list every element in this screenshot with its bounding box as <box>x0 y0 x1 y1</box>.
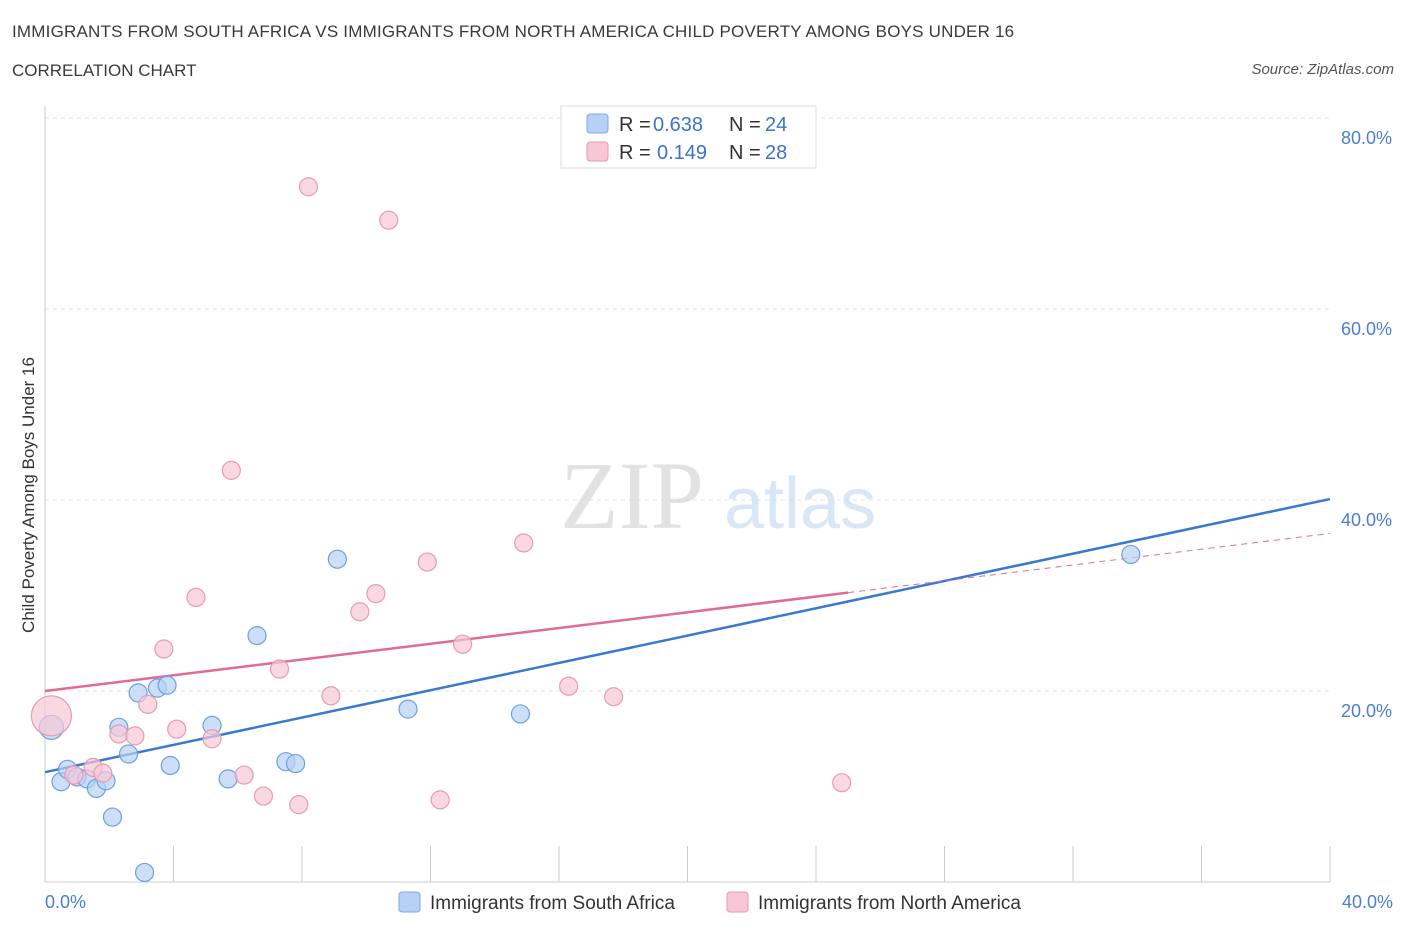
legend-r-label-1: R = <box>619 114 651 136</box>
trend-line-north-america-extension <box>848 532 1331 594</box>
point-south-africa-17 <box>247 626 267 646</box>
point-north-america-16 <box>298 177 319 197</box>
series-legend-label-blue: Immigrants from South Africa <box>430 893 675 914</box>
point-south-africa-23 <box>1121 544 1141 565</box>
legend-r-value-2: 0.149 <box>657 142 707 164</box>
trend-lines <box>44 497 1331 774</box>
point-south-africa-22 <box>510 704 531 724</box>
point-north-america-13 <box>253 786 274 806</box>
point-south-africa-7 <box>102 807 123 827</box>
point-north-america-7 <box>154 639 174 659</box>
point-north-america-11 <box>221 460 241 480</box>
trend-line-north-america <box>44 591 849 693</box>
point-south-africa-9 <box>118 744 139 764</box>
point-south-africa-16 <box>218 769 238 789</box>
point-north-america-0 <box>30 695 73 737</box>
data-points <box>30 177 1141 883</box>
gridlines <box>45 117 1330 692</box>
point-north-america-9 <box>186 587 206 608</box>
point-north-america-27 <box>832 773 852 793</box>
legend-n-value-2: 28 <box>765 142 787 164</box>
y-tick-label-20: 20.0% <box>1341 701 1392 721</box>
point-north-america-1 <box>64 765 84 785</box>
stats-legend: R = 0.638 N = 24 R = 0.149 N = 28 <box>560 105 817 169</box>
point-north-america-15 <box>289 795 309 815</box>
point-north-america-12 <box>234 765 254 785</box>
y-tick-label-80: 80.0% <box>1341 128 1392 148</box>
legend-n-value-1: 24 <box>765 114 787 136</box>
y-axis-label: Child Poverty Among Boys Under 16 <box>19 357 38 633</box>
series-legend-swatch-pink <box>726 891 749 913</box>
watermark-atlas: atlas <box>724 464 876 544</box>
watermark: ZIP atlas <box>560 442 876 549</box>
point-north-america-26 <box>604 687 624 707</box>
point-north-america-6 <box>138 694 158 714</box>
point-south-africa-20 <box>327 549 347 569</box>
point-south-africa-21 <box>398 699 418 719</box>
point-north-america-4 <box>109 724 129 744</box>
series-legend-label-pink: Immigrants from North America <box>758 893 1021 914</box>
legend-swatch-blue <box>586 113 609 134</box>
point-north-america-17 <box>321 686 341 706</box>
y-tick-label-60: 60.0% <box>1341 319 1392 339</box>
legend-swatch-pink <box>586 141 609 162</box>
point-north-america-5 <box>125 726 145 746</box>
point-north-america-23 <box>453 634 473 654</box>
point-north-america-24 <box>514 533 534 553</box>
legend-n-label-2: N = <box>729 142 761 164</box>
tick-labels: 20.0% 40.0% 60.0% 80.0% 0.0% 40.0% <box>45 128 1393 912</box>
legend-r-value-1: 0.638 <box>653 114 703 136</box>
point-north-america-18 <box>350 602 370 622</box>
point-south-africa-14 <box>160 755 180 776</box>
point-north-america-21 <box>417 552 437 572</box>
point-north-america-20 <box>379 210 399 230</box>
y-tick-label-40: 40.0% <box>1341 510 1392 530</box>
point-north-america-10 <box>202 729 222 749</box>
point-north-america-14 <box>269 659 290 679</box>
point-north-america-8 <box>167 719 187 739</box>
chart-title: IMMIGRANTS FROM SOUTH AFRICA VS IMMIGRAN… <box>12 22 1015 41</box>
legend-n-label-1: N = <box>729 114 761 136</box>
x-tick-label-0: 0.0% <box>45 892 86 912</box>
series-legend: Immigrants from South Africa Immigrants … <box>398 891 1021 914</box>
x-tick-label-1: 40.0% <box>1342 892 1393 912</box>
point-north-america-22 <box>430 790 450 810</box>
watermark-zip: ZIP <box>560 442 704 549</box>
point-south-africa-19 <box>285 753 306 774</box>
point-north-america-25 <box>559 676 579 696</box>
chart-subtitle: CORRELATION CHART <box>12 61 197 80</box>
axes <box>44 106 1331 883</box>
legend-r-label-2: R = <box>619 142 651 164</box>
point-south-africa-11 <box>134 862 155 883</box>
source-credit: Source: ZipAtlas.com <box>1251 61 1394 78</box>
point-south-africa-13 <box>157 675 177 695</box>
series-legend-swatch-blue <box>398 891 421 913</box>
trend-line-south-africa <box>44 497 1331 774</box>
point-north-america-3 <box>93 763 113 783</box>
point-north-america-19 <box>366 583 386 604</box>
